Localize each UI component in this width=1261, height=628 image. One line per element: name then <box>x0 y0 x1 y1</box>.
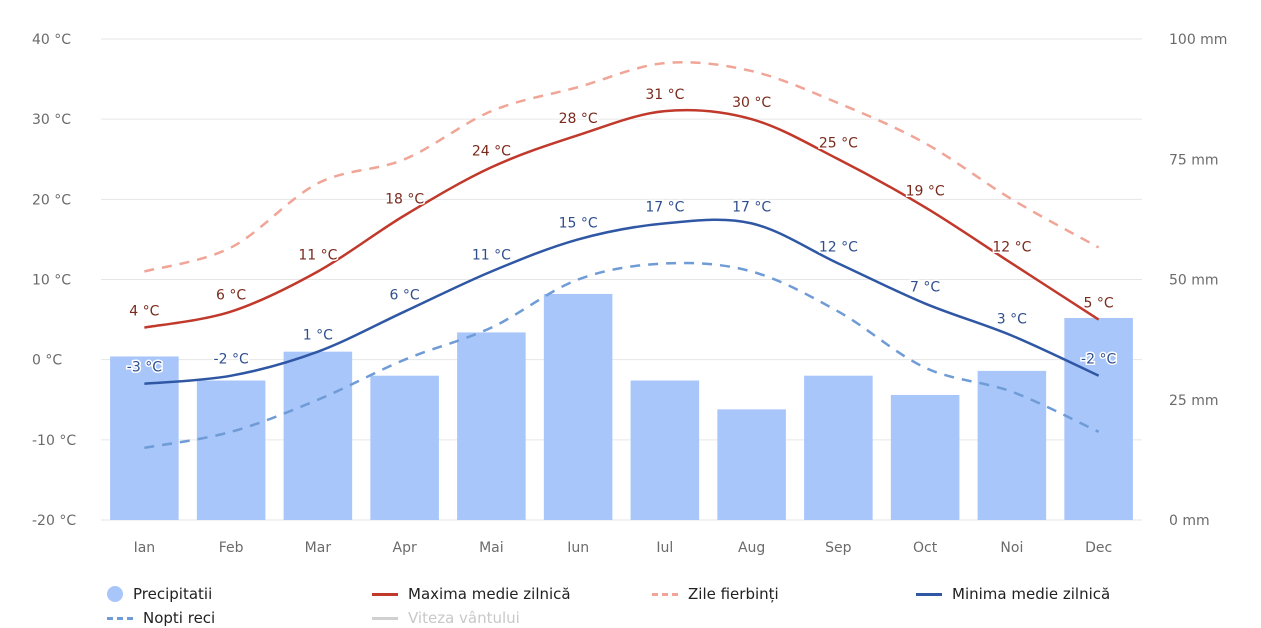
data-label: 24 °C <box>472 143 511 159</box>
y-right-tick-label: 100 mm <box>1169 32 1227 48</box>
legend-label: Maxima medie zilnică <box>408 585 571 603</box>
data-label: 6 °C <box>216 288 246 304</box>
data-label: 30 °C <box>732 95 771 111</box>
data-label: 7 °C <box>910 280 940 296</box>
y-left-tick-label: -20 °C <box>32 513 76 529</box>
temperature-lines <box>144 60 1100 450</box>
y-right-tick-label: 25 mm <box>1169 393 1219 409</box>
y-left-tick-label: 30 °C <box>32 112 71 128</box>
precipitation-bar <box>196 380 266 520</box>
x-axis: Ian Feb Mar Apr Mai Iun Iul Aug Sep Oct Noi Dec <box>134 540 1113 556</box>
y-axis-left: 40 °C 30 °C 20 °C 10 °C 0 °C -10 °C -20 °C <box>32 32 76 529</box>
y-left-tick-label: -10 °C <box>32 433 76 449</box>
x-tick-label: Ian <box>134 540 156 556</box>
x-tick-label: Apr <box>393 540 417 556</box>
nopti-reci-line <box>144 261 1100 450</box>
data-label: -2 °C <box>214 352 249 368</box>
x-tick-label: Sep <box>825 540 852 556</box>
x-tick-label: Oct <box>913 540 938 556</box>
data-label: -2 °C <box>1081 352 1116 368</box>
legend-item-minima[interactable]: Minima medie zilnică <box>916 584 1110 604</box>
minima-line <box>144 218 1100 385</box>
x-tick-label: Aug <box>738 540 765 556</box>
data-label: 3 °C <box>997 312 1027 328</box>
data-label: 5 °C <box>1084 296 1114 312</box>
data-label: 11 °C <box>472 247 511 263</box>
legend: Precipitatii Maxima medie zilnică Zile f… <box>0 584 1261 628</box>
solid-line-icon <box>916 592 942 596</box>
data-label: 17 °C <box>732 199 771 215</box>
grid-lines <box>101 38 1142 521</box>
data-label: 4 °C <box>129 304 159 320</box>
data-label: 31 °C <box>645 87 684 103</box>
legend-item-maxima[interactable]: Maxima medie zilnică <box>372 584 571 604</box>
data-labels: 4 °C 6 °C 11 °C 18 °C 24 °C 28 °C 31 °C 30 °C 25… <box>125 86 1118 378</box>
solid-line-icon <box>372 616 398 620</box>
data-label: 12 °C <box>992 239 1031 255</box>
data-label: 11 °C <box>298 247 337 263</box>
y-right-tick-label: 75 mm <box>1169 152 1219 168</box>
solid-line-icon <box>372 592 398 596</box>
data-label: 25 °C <box>819 135 858 151</box>
data-label: 6 °C <box>390 288 420 304</box>
data-label: 18 °C <box>385 191 424 207</box>
y-right-tick-label: 0 mm <box>1169 513 1210 529</box>
x-tick-label: Mar <box>305 540 332 556</box>
data-label: 12 °C <box>819 239 858 255</box>
legend-label: Zile fierbinți <box>688 585 779 603</box>
climate-chart: 40 °C 30 °C 20 °C 10 °C 0 °C -10 °C -20 °C 100… <box>32 32 1227 556</box>
legend-item-viteza-vantului[interactable]: Viteza vântului <box>372 608 520 628</box>
y-right-tick-label: 50 mm <box>1169 273 1219 289</box>
precipitation-bar <box>457 332 526 520</box>
y-left-tick-label: 20 °C <box>32 192 71 208</box>
legend-label: Minima medie zilnică <box>952 585 1111 603</box>
legend-item-nopti-reci[interactable]: Nopti reci <box>107 608 215 628</box>
data-label: 15 °C <box>559 215 598 231</box>
x-tick-label: Iul <box>656 540 673 556</box>
x-tick-label: Mai <box>479 540 504 556</box>
x-tick-label: Noi <box>1000 540 1023 556</box>
legend-label: Viteza vântului <box>408 609 520 627</box>
precipitation-bar <box>977 370 1047 520</box>
dashed-line-icon <box>652 592 678 596</box>
data-label: -3 °C <box>127 360 162 376</box>
legend-label: Precipitatii <box>133 585 213 603</box>
precipitation-bar <box>717 409 786 520</box>
x-tick-label: Feb <box>219 540 244 556</box>
y-left-tick-label: 10 °C <box>32 273 71 289</box>
maxima-line <box>144 108 1100 329</box>
precipitation-bar <box>370 375 439 520</box>
precipitation-bar <box>630 380 700 520</box>
precipitation-bar <box>1064 317 1133 520</box>
x-tick-label: Dec <box>1085 540 1112 556</box>
zile-fierbinti-line <box>144 60 1100 273</box>
data-label: 1 °C <box>303 328 333 344</box>
y-axis-right: 100 mm 75 mm 50 mm 25 mm 0 mm <box>1169 32 1227 529</box>
precipitation-bar <box>543 293 613 520</box>
circle-icon <box>107 586 123 602</box>
y-left-tick-label: 0 °C <box>32 353 62 369</box>
data-label: 28 °C <box>559 111 598 127</box>
legend-label: Nopti reci <box>143 609 216 627</box>
data-label: 19 °C <box>906 183 945 199</box>
dashed-line-icon <box>107 616 133 620</box>
data-label: 17 °C <box>645 199 684 215</box>
precipitation-bars <box>110 293 1133 520</box>
x-tick-label: Iun <box>567 540 589 556</box>
precipitation-bar <box>283 351 353 520</box>
precipitation-bar <box>890 394 960 520</box>
precipitation-bar <box>804 375 873 520</box>
legend-item-zile-fierbinti[interactable]: Zile fierbinți <box>652 584 779 604</box>
legend-item-precipitatii[interactable]: Precipitatii <box>107 584 212 604</box>
y-left-tick-label: 40 °C <box>32 32 71 48</box>
